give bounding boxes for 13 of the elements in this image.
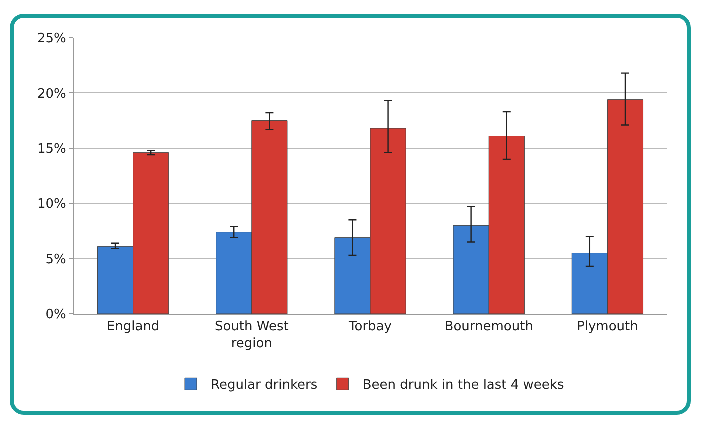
x-tick-label: Torbay [348, 320, 392, 335]
x-tick-label: Plymouth [577, 320, 638, 335]
y-tick-label: 0% [46, 308, 66, 323]
y-tick-label: 15% [37, 142, 66, 157]
y-tick-label: 5% [46, 252, 66, 268]
y-tick-label: 20% [37, 86, 66, 102]
y-tick-label: 10% [37, 197, 66, 212]
x-tick-label: England [106, 320, 160, 335]
x-tick-label: Bournemouth [444, 320, 534, 335]
legend-label: Regular drinkers [211, 378, 318, 394]
x-tick-label: South West region [214, 320, 289, 352]
y-tick-label: 25% [37, 32, 66, 47]
legend-label: Been drunk in the last 4 weeks [362, 378, 564, 394]
